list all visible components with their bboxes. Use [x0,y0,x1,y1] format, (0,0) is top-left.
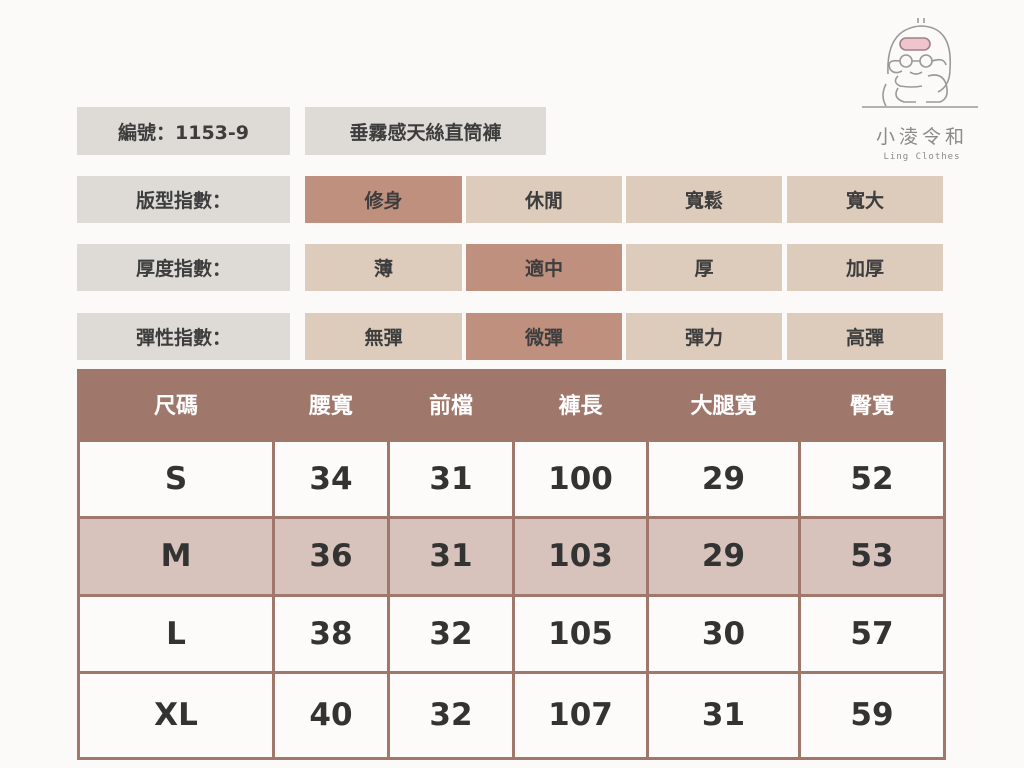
table-row: S 34 31 100 29 52 [77,438,946,519]
index-option-selected: 適中 [466,244,622,291]
index-option: 寬大 [787,176,943,223]
index-option: 無彈 [305,313,462,360]
measure-cell: 40 [272,670,390,760]
index-option: 高彈 [787,313,943,360]
size-cell: XL [77,670,275,760]
measure-cell: 31 [387,438,515,519]
size-cell: M [77,515,275,597]
index-label: 厚度指數： [77,244,290,291]
measure-cell: 57 [798,593,946,674]
measure-cell: 30 [646,593,801,674]
size-cell: S [77,438,275,519]
product-name: 垂霧感天絲直筒褲 [305,107,546,155]
measure-cell: 105 [512,593,649,674]
measure-cell: 53 [798,515,946,597]
size-cell: L [77,593,275,674]
measure-cell: 31 [646,670,801,760]
index-option: 厚 [626,244,782,291]
measure-cell: 31 [387,515,515,597]
index-option-selected: 微彈 [466,313,622,360]
column-header: 腰寬 [273,369,389,440]
measure-cell: 107 [512,670,649,760]
measure-cell: 59 [798,670,946,760]
measure-cell: 38 [272,593,390,674]
index-label: 彈性指數： [77,313,290,360]
table-header-row: 尺碼 腰寬 前檔 褲長 大腿寬 臀寬 [78,369,945,440]
index-option-selected: 修身 [305,176,462,223]
index-label: 版型指數： [77,176,290,223]
column-header: 大腿寬 [647,369,800,440]
column-header: 尺碼 [78,369,274,440]
index-option: 休閒 [466,176,622,223]
table-row: L 38 32 105 30 57 [77,593,946,674]
measure-cell: 103 [512,515,649,597]
measure-cell: 36 [272,515,390,597]
measure-cell: 52 [798,438,946,519]
index-option: 加厚 [787,244,943,291]
brand-logo-illustration [862,18,978,108]
index-option: 寬鬆 [626,176,782,223]
measure-cell: 29 [646,438,801,519]
table-row: XL 40 32 107 31 59 [77,670,946,760]
table-row: M 36 31 103 29 53 [77,515,946,597]
brand-name-en: Ling Clothes [883,152,961,162]
brand-name-cn: 小淩令和 [875,126,968,148]
measure-cell: 34 [272,438,390,519]
index-option: 薄 [305,244,462,291]
size-table: 尺碼 腰寬 前檔 褲長 大腿寬 臀寬 S 34 31 100 29 52 M 36 31 103 29 53 L 3… [77,369,946,760]
measure-cell: 32 [387,593,515,674]
product-code: 編號：1153-9 [77,107,290,155]
measure-cell: 100 [512,438,649,519]
column-header: 褲長 [513,369,648,440]
index-option: 彈力 [626,313,782,360]
column-header: 前檔 [388,369,514,440]
measure-cell: 32 [387,670,515,760]
column-header: 臀寬 [799,369,945,440]
measure-cell: 29 [646,515,801,597]
